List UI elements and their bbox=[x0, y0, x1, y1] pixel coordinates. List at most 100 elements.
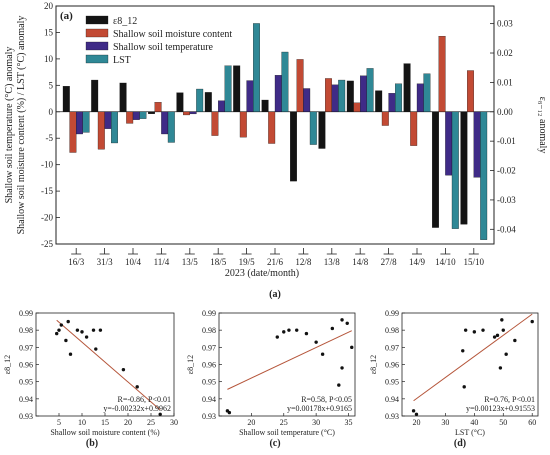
data-point bbox=[84, 335, 89, 339]
trend-line bbox=[56, 319, 161, 411]
bar bbox=[69, 111, 77, 153]
x-tick-label: 20 bbox=[124, 418, 132, 427]
y-tick-label-right: 0.02 bbox=[497, 48, 513, 58]
y-tick-label-right: -0.02 bbox=[497, 166, 516, 176]
y-axis-label-left-line2: Shallow soil moisture content (%) / LST … bbox=[16, 16, 27, 235]
y-tick-label: 0.96 bbox=[19, 361, 33, 370]
bar bbox=[189, 111, 197, 115]
bar bbox=[204, 92, 212, 112]
y-tick-label: 0.99 bbox=[19, 309, 33, 318]
data-point bbox=[330, 326, 335, 331]
bar bbox=[119, 82, 127, 112]
x-tick-label: 15/10 bbox=[464, 257, 485, 267]
y-tick-label: 0.94 bbox=[202, 395, 216, 404]
y-tick-label: 0.99 bbox=[202, 309, 216, 318]
bar bbox=[239, 111, 247, 138]
y-tick-label: 0.94 bbox=[385, 395, 399, 404]
x-tick-label: 15 bbox=[101, 418, 109, 427]
x-axis-label: Shallow soil temperature (°C) bbox=[239, 428, 335, 437]
bar bbox=[246, 80, 254, 112]
bar bbox=[403, 63, 411, 112]
x-tick-label: 35 bbox=[345, 418, 353, 427]
bar bbox=[309, 111, 317, 145]
stat-annotation: R=0.58, P<0.05 bbox=[301, 395, 352, 404]
data-point bbox=[481, 328, 485, 332]
bar bbox=[473, 111, 481, 178]
bar bbox=[325, 78, 332, 112]
bar bbox=[274, 75, 282, 112]
bar bbox=[82, 111, 90, 133]
bar bbox=[438, 35, 446, 112]
y-tick-label: 0.93 bbox=[385, 412, 399, 421]
data-point bbox=[340, 366, 344, 370]
x-tick-label: 27/8 bbox=[381, 257, 398, 267]
x-tick-label: 14/8 bbox=[352, 257, 369, 267]
data-point bbox=[57, 328, 61, 332]
data-point bbox=[158, 412, 162, 416]
data-point bbox=[287, 328, 291, 332]
stat-annotation: R=0.76, P<0.01 bbox=[484, 395, 535, 404]
bar bbox=[196, 88, 204, 112]
y-tick-label: 0.95 bbox=[202, 378, 216, 387]
data-point bbox=[501, 328, 505, 332]
data-point bbox=[350, 345, 354, 350]
data-point bbox=[275, 335, 279, 339]
x-tick-label: 25 bbox=[147, 418, 155, 427]
x-axis-label: LST (°C) bbox=[455, 428, 485, 437]
y-tick-label-left: 0 bbox=[49, 107, 54, 117]
data-point bbox=[68, 352, 73, 356]
x-tick-label: 20 bbox=[247, 418, 255, 427]
data-point bbox=[472, 330, 477, 334]
y-tick-label: 0.96 bbox=[385, 361, 399, 370]
data-point bbox=[135, 385, 139, 389]
x-tick-label: 19/5 bbox=[239, 257, 256, 267]
data-point bbox=[295, 328, 299, 332]
panel-a-label: (a) bbox=[60, 10, 73, 22]
x-tick-label: 30 bbox=[170, 418, 178, 427]
bar bbox=[76, 111, 83, 135]
legend-label: Shallow soil moisture content bbox=[113, 29, 232, 40]
y-tick-label: 0.95 bbox=[19, 378, 33, 387]
legend-swatch bbox=[85, 41, 109, 51]
regression-equation: y=0.00178x+0.9165 bbox=[287, 404, 352, 413]
data-point bbox=[498, 366, 503, 370]
data-point bbox=[121, 367, 126, 372]
x-tick-label: 25 bbox=[280, 418, 288, 427]
x-tick-label: 30 bbox=[312, 418, 320, 427]
bar bbox=[423, 73, 431, 112]
bar bbox=[253, 23, 260, 112]
bar bbox=[388, 93, 396, 112]
y-tick-label-right: -0.03 bbox=[497, 195, 516, 205]
x-tick-label: 31/3 bbox=[97, 257, 114, 267]
x-tick-label: 10/4 bbox=[125, 257, 142, 267]
bar bbox=[395, 83, 402, 112]
bar bbox=[346, 80, 354, 112]
bar bbox=[480, 111, 488, 240]
bar bbox=[303, 88, 311, 112]
scatter-panel-d: 0.93 0.94 0.95 0.96 0.97 0.98 0.99 20 30 40 50 60 R=… bbox=[369, 309, 539, 437]
y-tick-label: 0.94 bbox=[19, 395, 33, 404]
legend-swatch bbox=[85, 54, 109, 64]
bar bbox=[268, 111, 276, 144]
bar bbox=[296, 59, 304, 112]
bar bbox=[353, 102, 361, 112]
y-tick-label: 0.93 bbox=[19, 412, 33, 421]
y-tick-label: 0.97 bbox=[19, 343, 33, 352]
data-point bbox=[530, 319, 534, 324]
bar bbox=[366, 68, 374, 112]
x-tick-label: 13/5 bbox=[182, 257, 199, 267]
y-tick-label: 0.97 bbox=[202, 343, 216, 352]
y-tick-label: 0.95 bbox=[385, 378, 399, 387]
trend-line bbox=[227, 330, 352, 390]
scatter-panel-c: 0.93 0.94 0.95 0.96 0.97 0.98 0.99 20 25 30 35 R=0.… bbox=[186, 309, 356, 437]
data-point bbox=[414, 412, 419, 416]
y-tick-label-left: -15 bbox=[41, 186, 53, 196]
bar bbox=[148, 111, 155, 114]
data-point bbox=[463, 328, 468, 332]
caption-c: (c) bbox=[269, 438, 280, 449]
data-point bbox=[314, 340, 318, 344]
bar bbox=[132, 111, 140, 120]
y-tick-label: 0.99 bbox=[385, 309, 399, 318]
data-point bbox=[98, 328, 103, 332]
